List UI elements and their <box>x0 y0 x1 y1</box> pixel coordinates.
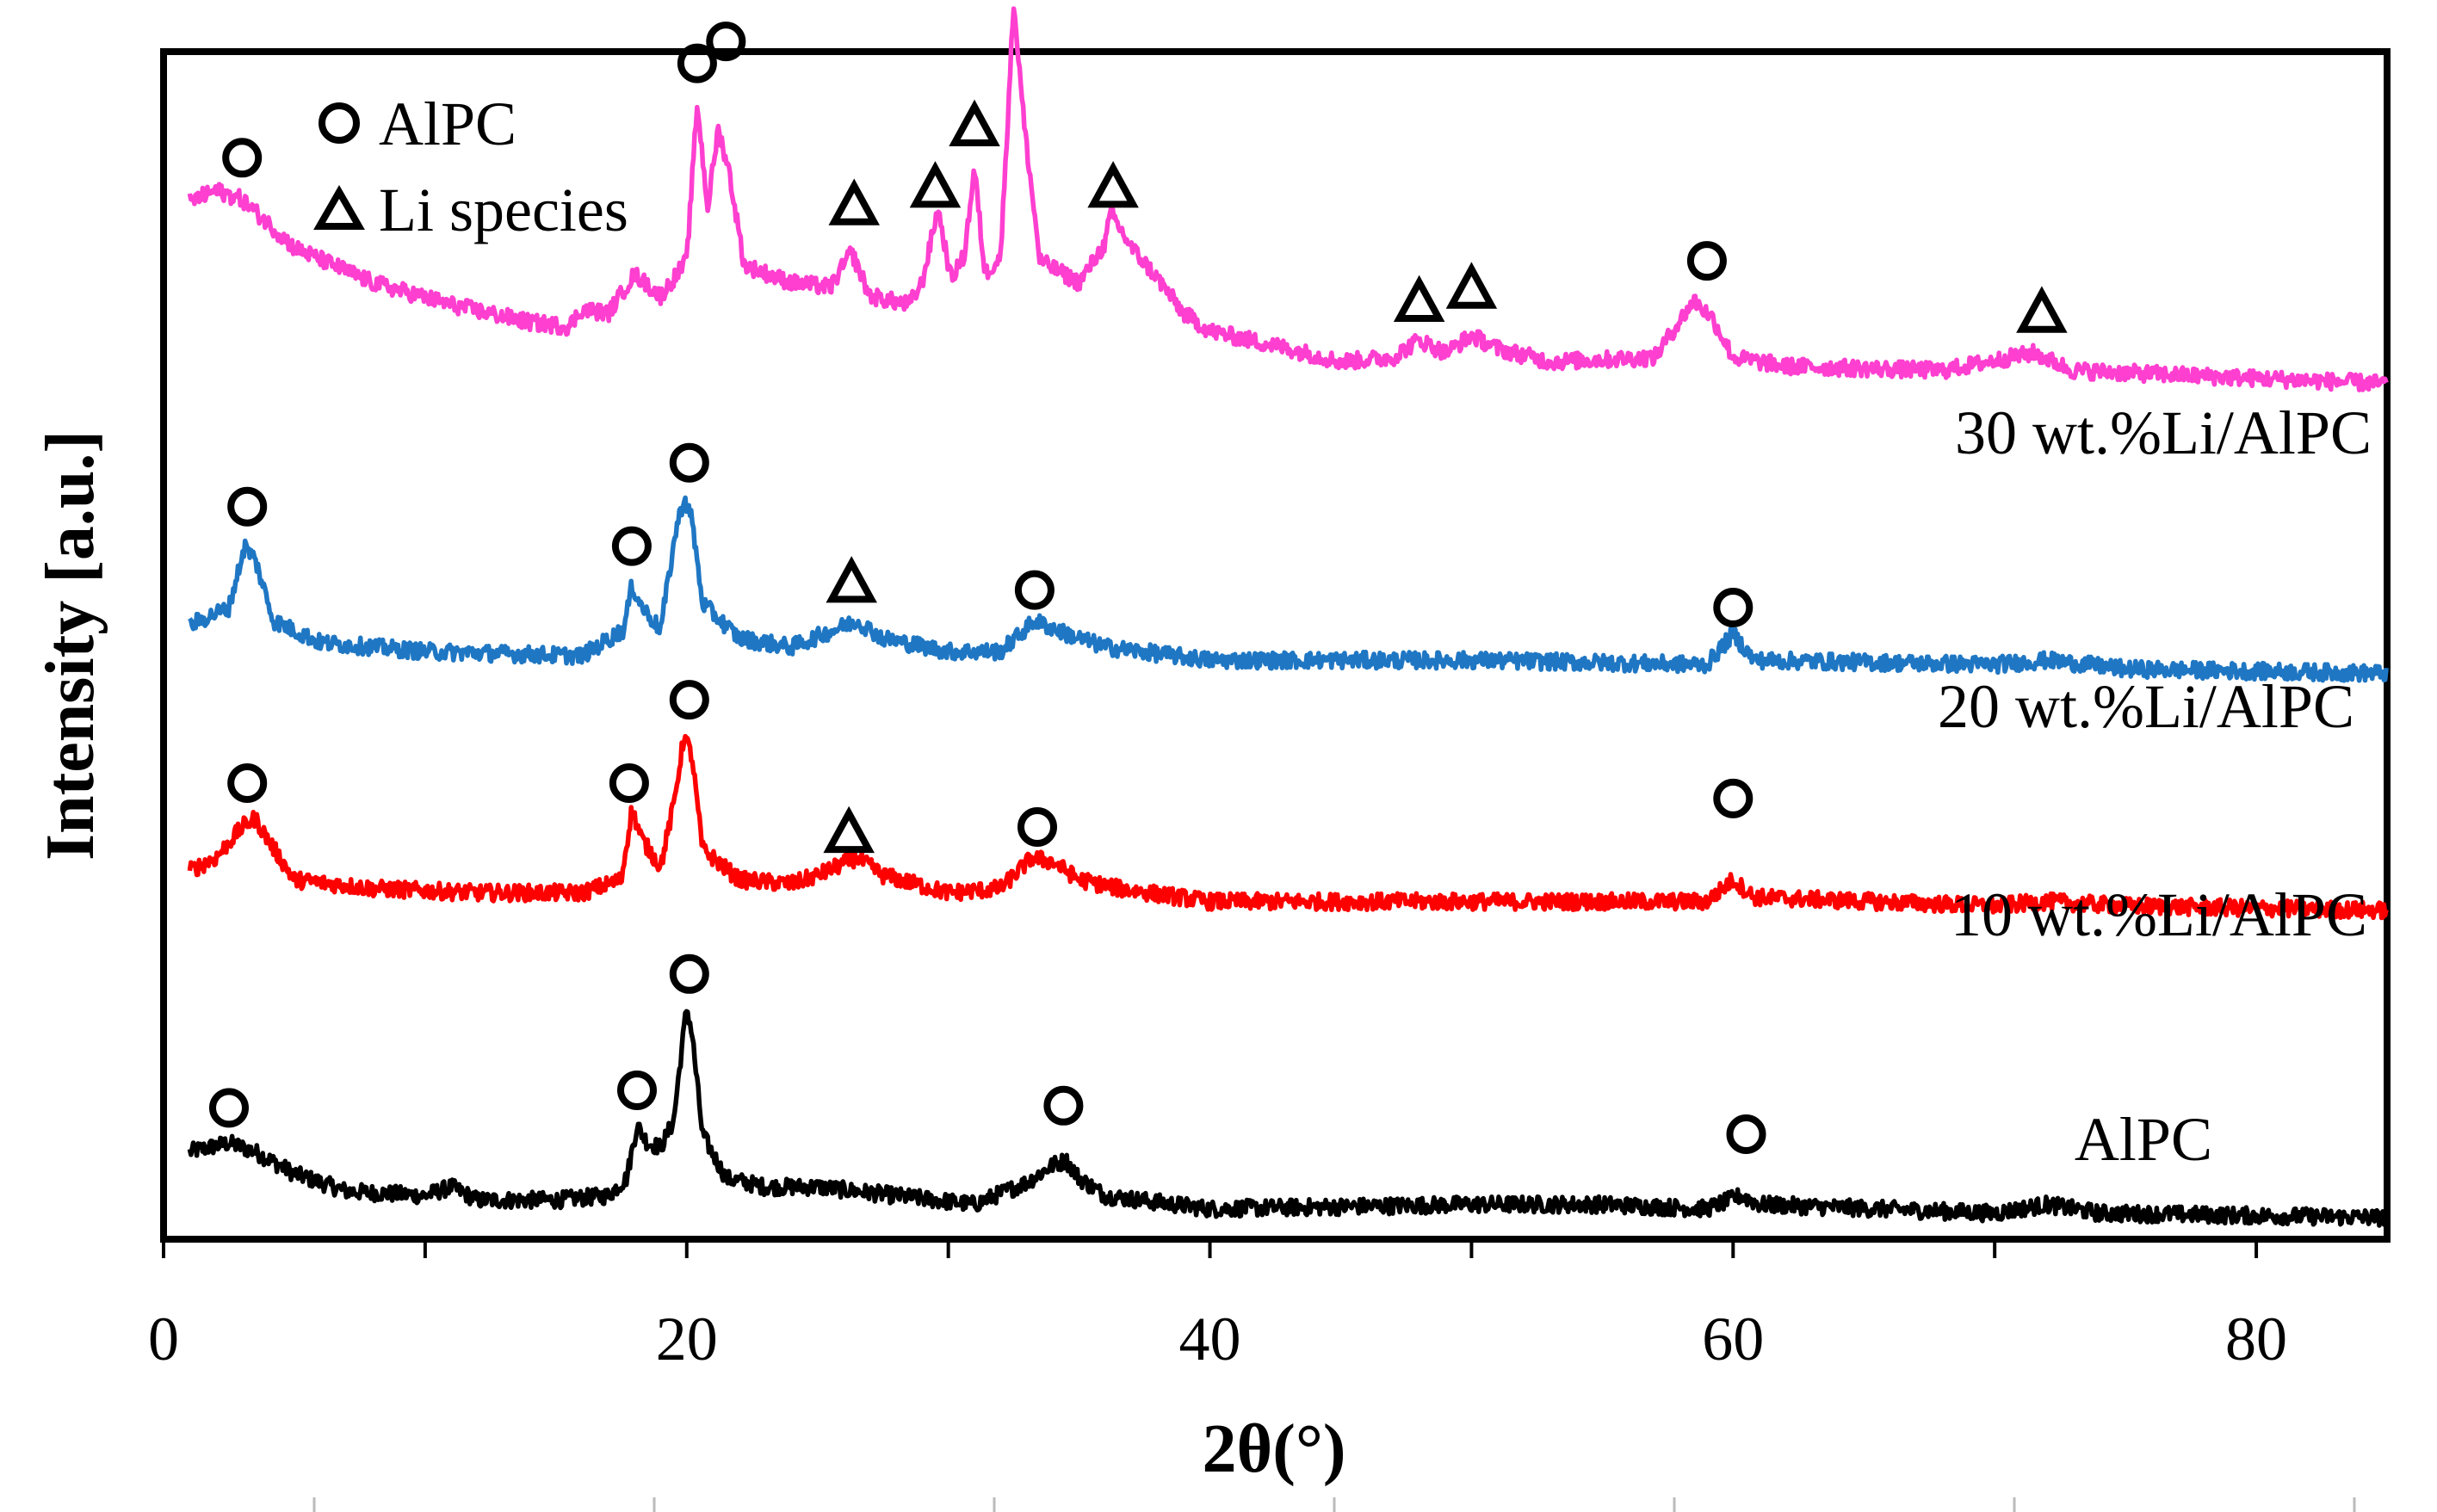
peak-marker-circle-0-0 <box>209 1088 249 1128</box>
x-tick-label-60: 60 <box>1702 1305 1764 1373</box>
peak-marker-circle-2-0 <box>227 486 268 527</box>
bottom-edge-ticks <box>312 1497 2356 1512</box>
peak-marker-triangle-3-11 <box>2016 286 2068 333</box>
peak-marker-circle-1-4 <box>1017 807 1057 847</box>
legend-circle-marker <box>319 102 360 144</box>
series-label-30wt: 30 wt.%Li/AlPC <box>1955 398 2372 467</box>
peak-marker-circle-0-4 <box>1726 1114 1766 1154</box>
series-line-0 <box>187 1009 2389 1228</box>
x-axis-title: 2θ(°) <box>1202 1411 1345 1487</box>
peak-marker-circle-1-0 <box>227 763 268 803</box>
peak-marker-circle-2-1 <box>611 526 652 566</box>
peak-marker-circle-0-2 <box>669 953 709 994</box>
peak-marker-circle-3-10 <box>1686 241 1727 281</box>
legend-triangle-marker <box>313 184 365 230</box>
peak-marker-circle-3-2 <box>706 22 746 62</box>
peak-marker-circle-0-1 <box>617 1071 657 1110</box>
marker-layer <box>209 22 2068 1154</box>
x-axis: 0 20 40 60 80 <box>148 1239 2287 1373</box>
peak-marker-triangle-3-3 <box>828 178 881 225</box>
peak-marker-circle-1-5 <box>1713 778 1754 818</box>
peak-marker-circle-2-4 <box>1014 570 1055 610</box>
peak-marker-circle-1-1 <box>609 763 649 803</box>
legend-label-alpc: AlPC <box>379 89 516 158</box>
x-tick-label-20: 20 <box>656 1305 718 1373</box>
y-axis-title: Intensity [a.u.] <box>33 430 108 861</box>
series-layer <box>187 6 2389 1228</box>
x-tick-label-0: 0 <box>148 1305 179 1373</box>
peak-marker-circle-2-2 <box>669 442 709 483</box>
peak-marker-triangle-2-3 <box>826 556 877 603</box>
series-line-2 <box>188 495 2389 683</box>
x-tick-label-80: 80 <box>2225 1305 2287 1373</box>
legend: AlPC Li species <box>313 89 628 244</box>
peak-marker-circle-1-2 <box>669 680 709 720</box>
peak-marker-triangle-3-8 <box>1393 275 1445 322</box>
peak-marker-triangle-3-7 <box>1087 161 1139 208</box>
legend-label-li-species: Li species <box>379 176 628 244</box>
peak-marker-circle-2-5 <box>1713 588 1754 627</box>
peak-marker-triangle-3-4 <box>909 161 962 208</box>
peak-marker-triangle-1-3 <box>823 805 875 854</box>
peak-marker-triangle-3-9 <box>1445 262 1498 309</box>
peak-marker-circle-3-0 <box>222 138 263 178</box>
series-label-10wt: 10 wt.%Li/AlPC <box>1951 880 2367 949</box>
plot-area-frame <box>160 48 2391 1243</box>
x-tick-label-40: 40 <box>1179 1305 1241 1373</box>
series-line-3 <box>187 6 2389 392</box>
series-label-alpc: AlPC <box>2075 1105 2212 1174</box>
series-label-20wt: 20 wt.%Li/AlPC <box>1938 672 2354 741</box>
peak-marker-triangle-3-5 <box>949 99 1000 146</box>
peak-marker-circle-3-1 <box>677 43 717 83</box>
peak-marker-circle-0-3 <box>1043 1085 1084 1126</box>
series-line-1 <box>187 733 2389 921</box>
